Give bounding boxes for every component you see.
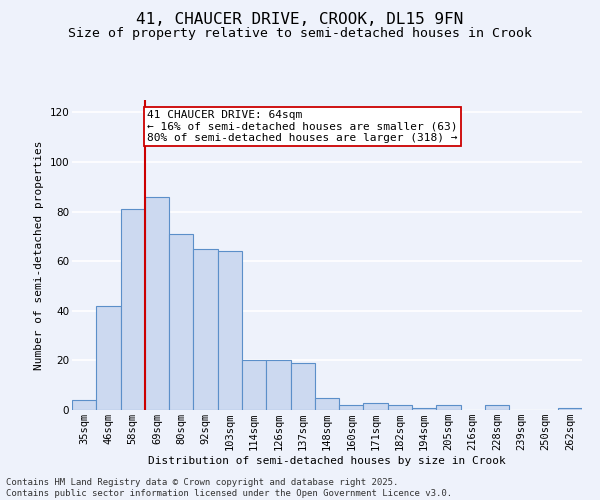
Y-axis label: Number of semi-detached properties: Number of semi-detached properties <box>34 140 44 370</box>
Bar <box>218 252 242 410</box>
X-axis label: Distribution of semi-detached houses by size in Crook: Distribution of semi-detached houses by … <box>148 456 506 466</box>
Bar <box>242 360 266 410</box>
Text: Size of property relative to semi-detached houses in Crook: Size of property relative to semi-detach… <box>68 28 532 40</box>
Bar <box>96 306 121 410</box>
Bar <box>145 196 169 410</box>
Bar <box>388 405 412 410</box>
Text: 41 CHAUCER DRIVE: 64sqm
← 16% of semi-detached houses are smaller (63)
80% of se: 41 CHAUCER DRIVE: 64sqm ← 16% of semi-de… <box>147 110 458 143</box>
Bar <box>436 405 461 410</box>
Bar <box>290 363 315 410</box>
Bar <box>339 405 364 410</box>
Text: Contains HM Land Registry data © Crown copyright and database right 2025.
Contai: Contains HM Land Registry data © Crown c… <box>6 478 452 498</box>
Bar <box>193 249 218 410</box>
Bar <box>364 402 388 410</box>
Bar <box>315 398 339 410</box>
Bar <box>121 209 145 410</box>
Bar <box>266 360 290 410</box>
Text: 41, CHAUCER DRIVE, CROOK, DL15 9FN: 41, CHAUCER DRIVE, CROOK, DL15 9FN <box>136 12 464 28</box>
Bar <box>169 234 193 410</box>
Bar <box>558 408 582 410</box>
Bar <box>72 400 96 410</box>
Bar <box>485 405 509 410</box>
Bar <box>412 408 436 410</box>
